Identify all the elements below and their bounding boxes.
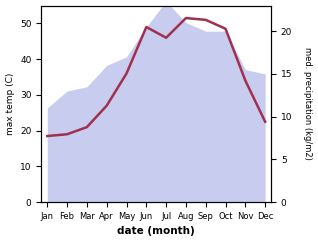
Y-axis label: med. precipitation (kg/m2): med. precipitation (kg/m2): [303, 47, 313, 160]
X-axis label: date (month): date (month): [117, 227, 195, 236]
Y-axis label: max temp (C): max temp (C): [5, 73, 15, 135]
